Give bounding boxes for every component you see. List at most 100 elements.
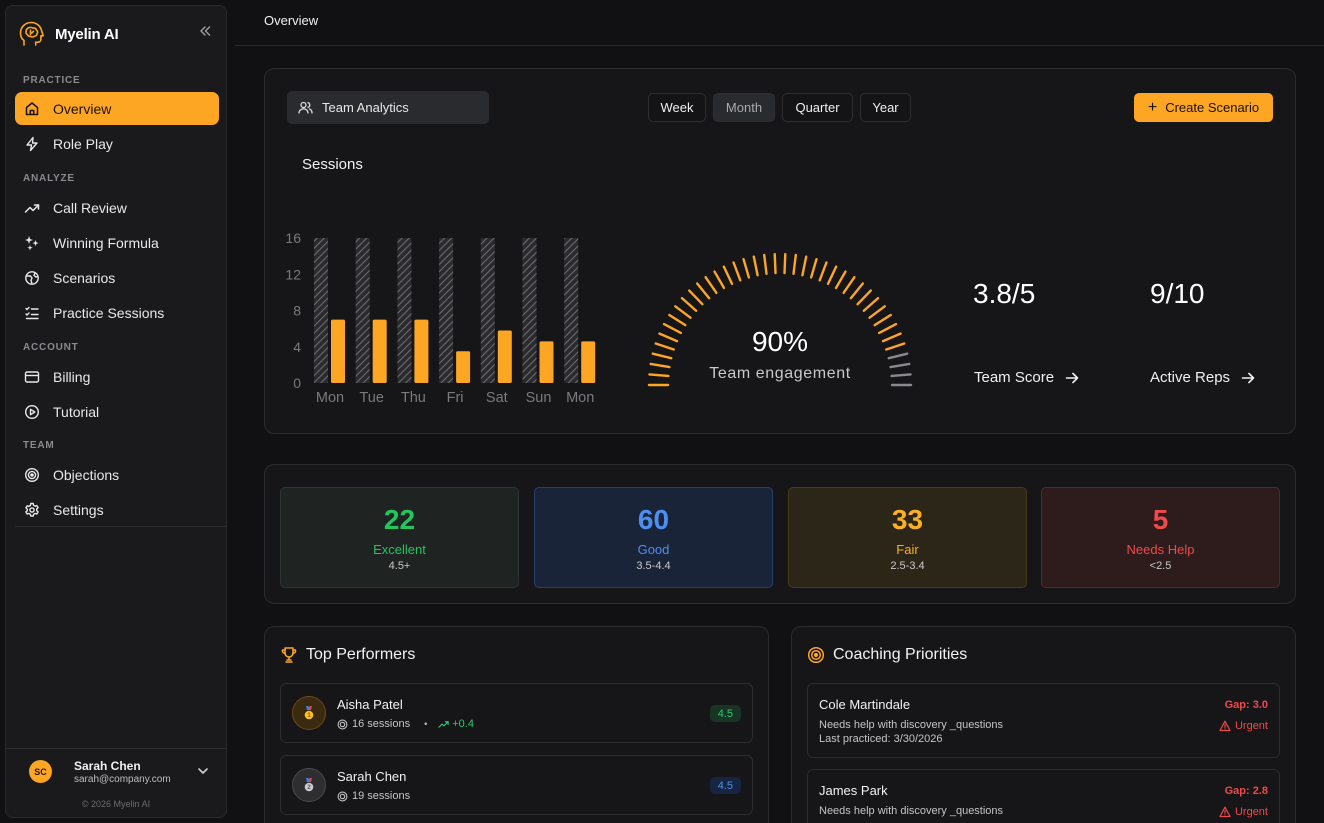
section-label-analyze: ANALYZE — [23, 173, 75, 184]
target-icon — [337, 719, 348, 729]
performer-name: Aisha Patel — [337, 697, 403, 712]
sidebar-item-objections[interactable]: Objections — [15, 458, 219, 491]
y-tick-label: 4 — [293, 339, 301, 355]
active-reps-label: Active Reps — [1150, 369, 1231, 386]
gauge-tick-filled — [713, 270, 726, 290]
tier-good-tile[interactable]: 60 Good 3.5-4.4 — [534, 487, 773, 588]
sidebar: Myelin AI PRACTICE Overview Role Play AN… — [5, 5, 227, 818]
period-week-button[interactable]: Week — [648, 93, 706, 122]
gauge-tick-filled — [792, 253, 797, 276]
gauge-tick-filled — [763, 253, 768, 276]
sidebar-item-label: Tutorial — [53, 403, 100, 420]
active-reps-link[interactable]: Active Reps — [1150, 369, 1256, 386]
create-scenario-button[interactable]: + Create Scenario — [1134, 93, 1273, 122]
user-email: sarah@company.com — [74, 774, 171, 785]
sidebar-item-label: Winning Formula — [53, 234, 159, 251]
gauge-tick-filled — [695, 282, 711, 300]
tier-needs-help-tile[interactable]: 5 Needs Help <2.5 — [1041, 487, 1280, 588]
bar-sessions — [372, 319, 387, 383]
performer-meta: 19 sessions — [337, 790, 410, 802]
sidebar-item-scenarios[interactable]: Scenarios — [15, 261, 219, 294]
gauge-tick-filled — [752, 255, 759, 277]
x-tick-label: Tue — [359, 390, 383, 406]
gauge-tick-filled — [658, 332, 679, 343]
gauge-tick-filled — [868, 305, 886, 319]
sidebar-item-label: Call Review — [53, 199, 127, 216]
gauge-tick-filled — [809, 257, 818, 279]
gauge-tick-filled — [722, 265, 734, 286]
sidebar-item-practice-sessions[interactable]: Practice Sessions — [15, 296, 219, 329]
collapse-sidebar-icon[interactable] — [196, 22, 214, 40]
topbar-divider — [235, 45, 1324, 46]
tier-range: <2.5 — [1149, 560, 1172, 572]
gauge-tick-empty — [887, 352, 909, 360]
tier-name: Fair — [896, 542, 919, 557]
play-circle-icon — [24, 404, 40, 419]
gauge-tick-filled — [881, 332, 902, 343]
top-performers-header: Top Performers — [280, 646, 415, 664]
lightning-icon — [26, 136, 38, 151]
sidebar-item-winning-formula[interactable]: Winning Formula — [15, 226, 219, 259]
period-quarter-button[interactable]: Quarter — [782, 93, 853, 122]
checklist-icon — [25, 306, 39, 319]
bar-capacity — [439, 238, 454, 383]
sidebar-item-overview[interactable]: Overview — [15, 92, 219, 125]
user-menu[interactable]: SC Sarah Chen sarah@company.com — [6, 748, 226, 796]
bar-sessions — [331, 319, 345, 383]
target-icon — [337, 791, 348, 801]
tier-count: 33 — [891, 504, 924, 535]
tier-fair-tile[interactable]: 33 Fair 2.5-3.4 — [788, 487, 1027, 588]
svg-text:1: 1 — [307, 713, 311, 719]
bar-capacity — [480, 238, 495, 383]
team-select[interactable]: Team Analytics — [287, 91, 489, 124]
silver-medal-icon: 2 — [292, 768, 326, 802]
page-title: Overview — [264, 13, 319, 28]
coaching-last-practiced: Last practiced: 3/30/2026 — [819, 733, 943, 745]
coaching-row[interactable]: James Park Needs help with discovery _qu… — [807, 769, 1280, 823]
active-reps-value: 9/10 — [1150, 278, 1205, 309]
coaching-description: Needs help with discovery _questions — [819, 805, 1004, 817]
performer-score-badge: 4.5 — [709, 777, 741, 794]
coaching-name: James Park — [819, 783, 888, 798]
period-month-button[interactable]: Month — [713, 93, 775, 122]
gauge-tick-filled — [783, 252, 787, 275]
avatar: SC — [29, 760, 52, 783]
sidebar-item-billing[interactable]: Billing — [15, 360, 219, 393]
team-score-value: 3.8/5 — [973, 278, 1036, 309]
gauge-tick-filled — [849, 282, 865, 300]
performer-sessions: 19 sessions — [352, 790, 411, 802]
tier-excellent-tile[interactable]: 22 Excellent 4.5+ — [280, 487, 519, 588]
sidebar-item-role-play[interactable]: Role Play — [15, 127, 219, 160]
engagement-gauge — [647, 252, 913, 387]
bar-capacity — [397, 238, 412, 383]
brand[interactable]: Myelin AI — [18, 16, 119, 52]
bar-sessions — [539, 341, 554, 383]
performer-trend: +0.4 — [438, 718, 474, 730]
bar-sessions — [581, 341, 596, 383]
performer-row[interactable]: 2 Sarah Chen 19 sessions 4.5 — [280, 755, 753, 815]
sidebar-item-tutorial[interactable]: Tutorial — [15, 395, 219, 428]
coaching-row[interactable]: Cole Martindale Needs help with discover… — [807, 683, 1280, 758]
team-select-value: Team Analytics — [322, 100, 409, 115]
tier-name: Excellent — [373, 542, 426, 557]
gauge-tick-filled — [704, 275, 718, 295]
tier-range: 2.5-3.4 — [890, 560, 925, 572]
sidebar-item-label: Billing — [53, 368, 91, 385]
team-score-link[interactable]: Team Score — [974, 369, 1080, 386]
sidebar-item-settings[interactable]: Settings — [15, 493, 219, 526]
performer-row[interactable]: 1 Aisha Patel 16 sessions • +0.4 4.5 — [280, 683, 753, 743]
gauge-tick-filled — [654, 342, 675, 351]
coaching-gap: Gap: 3.0 — [1224, 699, 1268, 711]
bar-sessions — [456, 351, 471, 383]
period-year-button[interactable]: Year — [860, 93, 911, 122]
gauge-tick-filled — [877, 322, 898, 335]
sidebar-item-label: Role Play — [53, 135, 113, 152]
sidebar-item-call-review[interactable]: Call Review — [15, 191, 219, 224]
sessions-bar-chart: 0 4 8 12 16 Mon Tue Thu Fri Sat Sun Mon — [285, 230, 596, 406]
gauge-tick-filled — [668, 313, 687, 327]
gauge-tick-filled — [680, 296, 698, 312]
chevron-down-icon[interactable] — [196, 764, 210, 778]
tier-count: 60 — [637, 504, 670, 535]
x-tick-label: Fri — [447, 390, 464, 406]
section-label-account: ACCOUNT — [23, 342, 79, 353]
